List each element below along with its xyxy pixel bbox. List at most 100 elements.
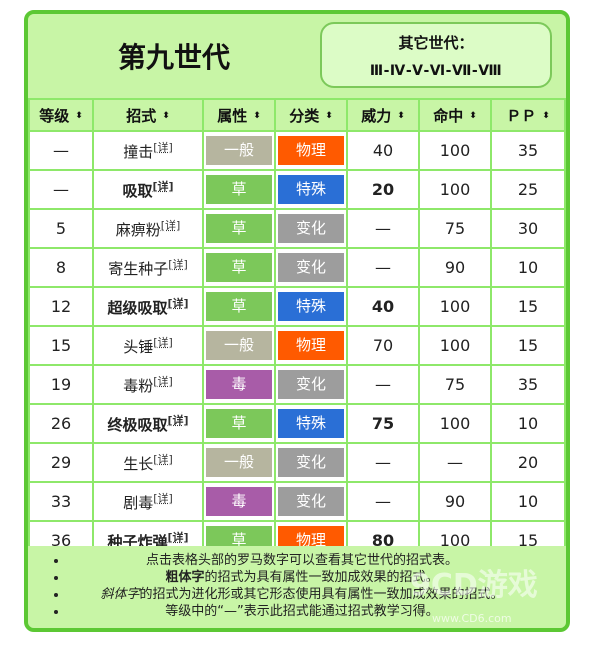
learnset-table: 等级 ⬍ 招式 ⬍ 属性 ⬍ 分类 ⬍ 威力 ⬍ 命中 ⬍ ＰＰ ⬍ — 撞击[详] 一般 物理 40 100 35—…: [28, 98, 566, 600]
move-detail-link[interactable]: [详]: [153, 492, 173, 505]
move-detail-link[interactable]: [详]: [153, 375, 173, 388]
category-badge[interactable]: 变化: [278, 214, 344, 243]
gen-link-6[interactable]: Ⅵ: [429, 63, 446, 79]
category-badge[interactable]: 物理: [278, 136, 344, 165]
category-badge[interactable]: 物理: [278, 331, 344, 360]
move-cell: 终极吸取[详]: [94, 405, 202, 442]
sort-icon[interactable]: ⬍: [397, 111, 405, 121]
power-cell: —: [348, 483, 418, 520]
table-row: — 吸取[详] 草特殊 20 100 25: [30, 171, 564, 208]
notes-footer: 点击表格头部的罗马数字可以查看其它世代的招式表。 粗体字的招式为具有属性一致加成…: [28, 546, 566, 628]
type-badge[interactable]: 草: [206, 175, 272, 204]
sort-icon[interactable]: ⬍: [162, 111, 170, 121]
category-badge[interactable]: 变化: [278, 370, 344, 399]
move-detail-link[interactable]: [详]: [152, 180, 174, 193]
move-detail-link[interactable]: [详]: [167, 531, 189, 544]
power-cell: —: [348, 366, 418, 403]
type-badge[interactable]: 草: [206, 409, 272, 438]
type-badge[interactable]: 草: [206, 292, 272, 321]
accuracy-cell: 75: [420, 366, 490, 403]
table-row: 33 剧毒[详] 毒变化 —90 10: [30, 483, 564, 520]
column-header-3[interactable]: 分类 ⬍: [276, 100, 346, 130]
move-cell: 麻痹粉[详]: [94, 210, 202, 247]
category-cell: 物理: [276, 132, 346, 169]
category-badge[interactable]: 特殊: [278, 175, 344, 204]
move-name-link[interactable]: 吸取: [122, 182, 153, 200]
pp-cell: 10: [492, 405, 564, 442]
column-header-0[interactable]: 等级 ⬍: [30, 100, 92, 130]
pp-cell: 15: [492, 327, 564, 364]
power-cell: —: [348, 210, 418, 247]
category-badge[interactable]: 变化: [278, 448, 344, 477]
move-name-link[interactable]: 头锤: [123, 338, 154, 356]
move-detail-link[interactable]: [详]: [167, 414, 189, 427]
column-header-1[interactable]: 招式 ⬍: [94, 100, 202, 130]
category-badge[interactable]: 特殊: [278, 292, 344, 321]
note-item: 斜体字的招式为进化形或其它形态使用具有属性一致加成效果的招式。: [68, 586, 566, 603]
column-header-5[interactable]: 命中 ⬍: [420, 100, 490, 130]
column-header-4[interactable]: 威力 ⬍: [348, 100, 418, 130]
move-name-link[interactable]: 剧毒: [123, 494, 154, 512]
sort-icon[interactable]: ⬍: [325, 111, 333, 121]
category-cell: 变化: [276, 444, 346, 481]
category-cell: 物理: [276, 327, 346, 364]
table-row: 29 生长[详] 一般 变化 — —20: [30, 444, 564, 481]
column-header-label: 招式: [126, 106, 157, 125]
accuracy-cell: 90: [420, 249, 490, 286]
move-detail-link[interactable]: [详]: [167, 297, 189, 310]
gen-link-7[interactable]: Ⅶ: [451, 63, 472, 79]
panel-header: 第九世代 其它世代： Ⅲ-Ⅳ-Ⅴ-Ⅵ-Ⅶ-Ⅷ: [28, 14, 566, 98]
table-row: 19 毒粉[详] 毒变化 —75 35: [30, 366, 564, 403]
accuracy-cell: —: [420, 444, 490, 481]
table-header-row: 等级 ⬍ 招式 ⬍ 属性 ⬍ 分类 ⬍ 威力 ⬍ 命中 ⬍ ＰＰ ⬍: [30, 100, 564, 130]
level-cell: —: [30, 171, 92, 208]
column-header-6[interactable]: ＰＰ ⬍: [492, 100, 564, 130]
type-badge[interactable]: 草: [206, 214, 272, 243]
power-cell: 20: [348, 171, 418, 208]
move-detail-link[interactable]: [详]: [153, 453, 173, 466]
type-badge[interactable]: 一般: [206, 136, 272, 165]
category-badge[interactable]: 变化: [278, 253, 344, 282]
move-detail-link[interactable]: [详]: [160, 219, 181, 232]
type-badge[interactable]: 草: [206, 253, 272, 282]
note-italic-word: 斜体字: [100, 587, 140, 602]
power-cell: 75: [348, 405, 418, 442]
level-cell: 33: [30, 483, 92, 520]
move-cell: 撞击[详]: [94, 132, 202, 169]
move-name-link[interactable]: 撞击: [123, 143, 154, 161]
gen-link-3[interactable]: Ⅲ: [369, 63, 384, 79]
move-detail-link[interactable]: [详]: [153, 336, 173, 349]
category-cell: 变化: [276, 249, 346, 286]
gen-link-5[interactable]: Ⅴ: [412, 63, 424, 79]
move-name-link[interactable]: 寄生种子: [108, 260, 169, 278]
type-badge[interactable]: 一般: [206, 331, 272, 360]
type-badge[interactable]: 毒: [206, 487, 272, 516]
sort-icon[interactable]: ⬍: [542, 111, 550, 121]
sort-icon[interactable]: ⬍: [469, 111, 477, 121]
move-name-link[interactable]: 麻痹粉: [115, 221, 161, 239]
note-item: 点击表格头部的罗马数字可以查看其它世代的招式表。: [68, 552, 566, 569]
move-name-link[interactable]: 生长: [123, 455, 154, 473]
category-badge[interactable]: 变化: [278, 487, 344, 516]
gen-link-8[interactable]: Ⅷ: [478, 63, 503, 79]
column-header-2[interactable]: 属性 ⬍: [204, 100, 274, 130]
move-cell: 吸取[详]: [94, 171, 202, 208]
move-detail-link[interactable]: [详]: [153, 141, 173, 154]
move-name-link[interactable]: 超级吸取: [107, 299, 168, 317]
category-badge[interactable]: 特殊: [278, 409, 344, 438]
move-detail-link[interactable]: [详]: [168, 258, 188, 271]
type-badge[interactable]: 一般: [206, 448, 272, 477]
pp-cell: 10: [492, 483, 564, 520]
other-generations-label: 其它世代：: [398, 34, 474, 52]
move-name-link[interactable]: 毒粉: [123, 377, 154, 395]
gen-link-4[interactable]: Ⅳ: [389, 63, 406, 79]
column-header-label: 威力: [361, 106, 392, 125]
pp-cell: 15: [492, 288, 564, 325]
accuracy-cell: 100: [420, 288, 490, 325]
sort-icon[interactable]: ⬍: [75, 111, 83, 121]
level-cell: 12: [30, 288, 92, 325]
move-name-link[interactable]: 终极吸取: [107, 416, 168, 434]
type-badge[interactable]: 毒: [206, 370, 272, 399]
sort-icon[interactable]: ⬍: [253, 111, 261, 121]
generation-title: 第九世代: [117, 41, 230, 74]
